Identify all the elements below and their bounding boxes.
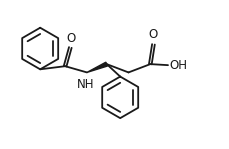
Polygon shape xyxy=(87,62,107,72)
Text: O: O xyxy=(148,28,157,41)
Text: O: O xyxy=(66,32,75,45)
Text: NH: NH xyxy=(76,78,94,91)
Text: OH: OH xyxy=(169,59,187,72)
